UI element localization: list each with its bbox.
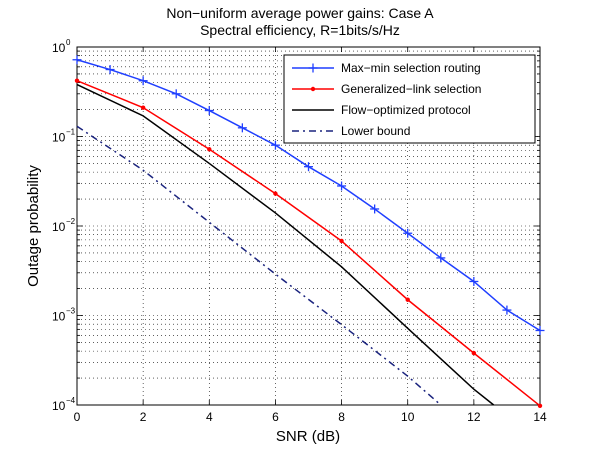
- data-point: [436, 253, 446, 263]
- legend-item: Max−min selection routing: [292, 61, 481, 75]
- x-tick-label: 12: [467, 410, 481, 424]
- data-point: [140, 105, 146, 110]
- y-tick-exponent: −4: [66, 396, 76, 405]
- data-point: [74, 78, 80, 83]
- legend-item: Generalized−link selection: [292, 82, 481, 96]
- data-point: [370, 204, 380, 214]
- legend-box: [283, 54, 536, 144]
- legend: Max−min selection routing Generalized−lin…: [283, 54, 536, 144]
- x-tick-label: 4: [206, 410, 213, 424]
- y-tick-exponent: 0: [66, 38, 71, 47]
- legend-label: Lower bound: [341, 124, 410, 138]
- y-tick-label: 10: [52, 41, 66, 55]
- data-point: [535, 325, 545, 335]
- series-2: [74, 78, 543, 408]
- legend-label: Max−min selection routing: [341, 61, 481, 75]
- y-tick-label: 10: [52, 310, 66, 324]
- y-tick-label: 10: [52, 220, 66, 234]
- y-axis-label: Outage probability: [25, 165, 42, 287]
- legend-marker: [308, 63, 318, 73]
- x-tick-label: 14: [533, 410, 547, 424]
- chart-title: Non−uniform average power gains: Case A: [166, 5, 434, 21]
- data-point: [304, 162, 313, 172]
- legend-label: Flow−optimized protocol: [341, 103, 471, 117]
- y-tick-exponent: −2: [66, 217, 76, 226]
- data-point: [171, 89, 181, 99]
- legend-marker: [310, 86, 316, 92]
- data-point: [72, 55, 82, 65]
- data-point: [270, 140, 280, 150]
- series-line: [76, 80, 541, 407]
- y-tick-label: 10: [52, 399, 66, 413]
- x-tick-label: 0: [74, 410, 81, 424]
- x-tick-label: 10: [401, 410, 415, 424]
- y-tick-exponent: −1: [66, 128, 76, 137]
- series-3: [76, 83, 495, 406]
- legend-item: Flow−optimized protocol: [292, 103, 471, 117]
- series-line: [76, 125, 442, 406]
- data-point: [471, 350, 477, 356]
- series-line: [76, 83, 495, 406]
- series-1: [72, 55, 545, 335]
- chart-subtitle: Spectral efficiency, R=1bits/s/Hz: [200, 22, 400, 38]
- x-axis-label: SNR (dB): [276, 428, 340, 445]
- data-point: [273, 191, 278, 196]
- data-point: [339, 238, 344, 244]
- x-tick-label: 2: [140, 410, 147, 424]
- x-tick-label: 6: [272, 410, 279, 424]
- y-tick-exponent: −3: [66, 307, 76, 316]
- data-point: [405, 297, 410, 302]
- data-point: [207, 147, 212, 152]
- data-point: [237, 123, 247, 133]
- data-point: [502, 305, 512, 315]
- legend-label: Generalized−link selection: [341, 82, 481, 96]
- data-point: [537, 403, 543, 408]
- data-point: [337, 181, 347, 191]
- data-point: [204, 106, 214, 116]
- legend-item: Lower bound: [292, 124, 410, 138]
- data-point: [403, 228, 413, 238]
- x-tick-label: 8: [338, 410, 345, 424]
- y-tick-label: 10: [52, 131, 66, 145]
- series-lines: [72, 55, 545, 408]
- data-point: [105, 65, 115, 75]
- series-4: [76, 125, 442, 406]
- data-point: [138, 76, 148, 86]
- data-point: [469, 276, 479, 286]
